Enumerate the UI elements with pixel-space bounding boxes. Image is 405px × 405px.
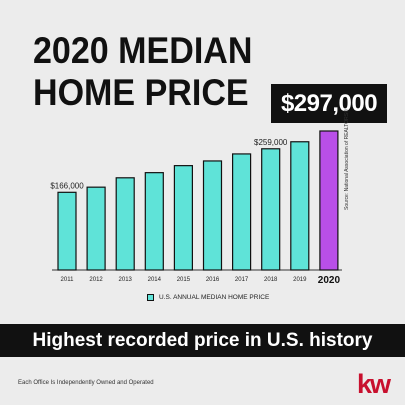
page-title: 2020 MEDIAN HOME PRICE [33, 30, 252, 114]
x-tick-2015: 2015 [177, 277, 191, 283]
bar-2012 [86, 186, 106, 271]
title-line-2: HOME PRICE [33, 72, 249, 113]
kw-logo: kw [357, 369, 391, 399]
chart-legend: U.S. ANNUAL MEDIAN HOME PRICE [147, 294, 269, 301]
data-label-2011: $166,000 [50, 181, 84, 190]
legend-label: U.S. ANNUAL MEDIAN HOME PRICE [159, 294, 270, 301]
x-tick-2019: 2019 [293, 277, 307, 283]
bar-2020 [319, 130, 339, 271]
footer-disclaimer: Each Office Is Independently Owned and O… [18, 380, 154, 386]
x-tick-2018: 2018 [264, 277, 278, 283]
x-tick-2012: 2012 [89, 277, 103, 283]
highlight-price: $297,000 [280, 89, 378, 117]
x-tick-2014: 2014 [148, 277, 162, 283]
bar-2011 [57, 191, 77, 271]
x-tick-2016: 2016 [206, 277, 220, 283]
highlight-price-box: $297,000 [271, 84, 387, 123]
bar-2019 [290, 141, 310, 271]
banner-text: Highest recorded price in U.S. history [32, 329, 373, 351]
x-tick-2017: 2017 [235, 277, 249, 283]
title-line-1: 2020 MEDIAN [33, 30, 253, 71]
source-note: Source: National Association of REALTORS… [344, 109, 350, 210]
headline-banner: Highest recorded price in U.S. history [0, 324, 405, 357]
x-tick-2011: 2011 [61, 277, 75, 283]
bar-2018 [261, 148, 281, 271]
x-tick-2020: 2020 [318, 275, 341, 286]
bar-2015 [173, 165, 193, 271]
bar-2017 [232, 153, 252, 271]
bar-2016 [202, 160, 223, 271]
bar-2014 [144, 172, 164, 271]
data-label-2018: $259,000 [254, 138, 288, 147]
bar-2013 [115, 177, 135, 271]
x-tick-2013: 2013 [119, 277, 133, 283]
legend-swatch [147, 294, 154, 301]
